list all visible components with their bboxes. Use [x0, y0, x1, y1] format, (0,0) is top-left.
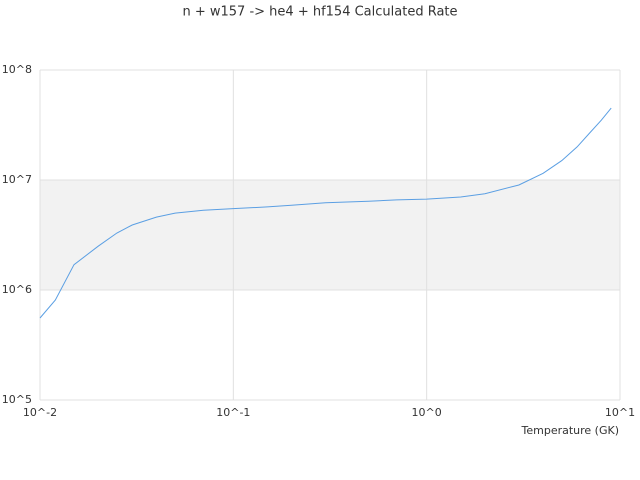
- y-tick-label: 10^7: [2, 173, 32, 186]
- x-tick-label: 10^-2: [23, 406, 57, 419]
- data-line: [39, 107, 612, 319]
- x-axis-label: Temperature (GK): [521, 424, 620, 437]
- y-tick-label: 10^6: [2, 283, 32, 296]
- y-tick-label: 10^5: [2, 393, 32, 406]
- x-tick-label: 10^-1: [216, 406, 250, 419]
- y-tick-label: 10^8: [2, 63, 32, 76]
- chart-title: n + w157 -> he4 + hf154 Calculated Rate: [182, 5, 457, 20]
- x-tick-label: 10^0: [412, 406, 442, 419]
- grid-band: [40, 180, 620, 290]
- x-tick-label: 10^1: [605, 406, 635, 419]
